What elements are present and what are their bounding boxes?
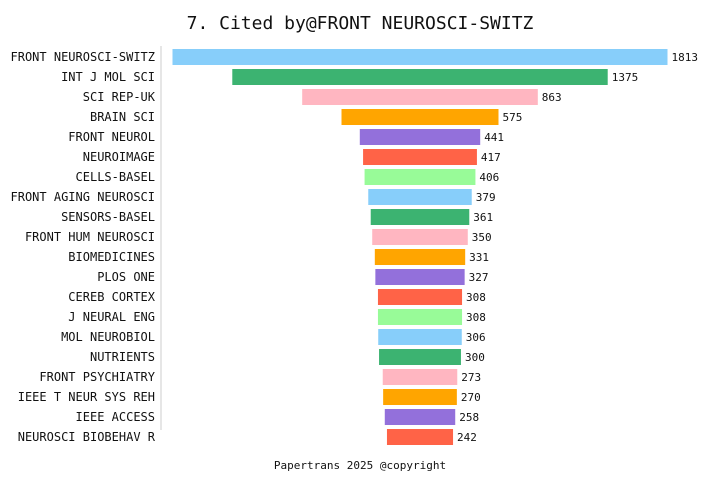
category-label: PLOS ONE [97,270,155,284]
bar [363,149,477,165]
bar [359,129,481,145]
category-label: NEUROIMAGE [83,150,155,164]
bars-group: FRONT NEUROSCI-SWITZ 1813 INT J MOL SCI 137… [11,49,699,445]
value-label: 270 [461,391,481,404]
value-label: 406 [479,171,499,184]
value-label: 258 [459,411,479,424]
value-label: 327 [469,271,489,284]
value-label: 379 [476,191,496,204]
category-label: IEEE T NEUR SYS REH [18,390,155,404]
value-label: 441 [484,131,504,144]
bar [382,369,458,385]
value-label: 308 [466,291,486,304]
bar [302,89,538,105]
category-label: IEEE ACCESS [76,410,155,424]
bar [370,209,470,225]
value-label: 863 [542,91,562,104]
category-label: NEUROSCI BIOBEHAV R [18,430,156,444]
bar [341,109,499,125]
bar [172,49,668,65]
chart-title: 7. Cited by@FRONT NEUROSCI-SWITZ [187,13,534,34]
category-label: SCI REP-UK [83,90,156,104]
bar [377,289,463,305]
value-label: 300 [465,351,485,364]
value-label: 1813 [672,51,699,64]
category-label: FRONT PSYCHIATRY [39,370,155,384]
category-label: CEREB CORTEX [68,290,155,304]
bar [383,389,457,405]
value-label: 273 [461,371,481,384]
category-label: CELLS-BASEL [76,170,155,184]
category-label: J NEURAL ENG [68,310,155,324]
bar [372,229,468,245]
category-label: SENSORS-BASEL [61,210,155,224]
value-label: 242 [457,431,477,444]
category-label: BRAIN SCI [90,110,155,124]
copyright-footer: Papertrans 2025 @copyright [274,459,446,472]
value-label: 308 [466,311,486,324]
category-label: BIOMEDICINES [68,250,155,264]
bar [379,349,461,365]
bar [364,169,476,185]
bar [375,269,465,285]
category-label: MOL NEUROBIOL [61,330,155,344]
bar [377,309,463,325]
bar [384,409,456,425]
bar [378,329,462,345]
value-label: 331 [469,251,489,264]
value-label: 1375 [612,71,639,84]
value-label: 417 [481,151,501,164]
value-label: 361 [473,211,493,224]
category-label: FRONT AGING NEUROSCI [11,190,156,204]
bar [374,249,466,265]
bar [386,429,454,445]
bar [368,189,472,205]
category-label: FRONT HUM NEUROSCI [25,230,155,244]
category-label: FRONT NEUROSCI-SWITZ [11,50,156,64]
bar [232,69,608,85]
category-label: NUTRIENTS [90,350,155,364]
value-label: 575 [502,111,522,124]
value-label: 306 [466,331,486,344]
value-label: 350 [472,231,492,244]
category-label: FRONT NEUROL [68,130,155,144]
category-label: INT J MOL SCI [61,70,155,84]
